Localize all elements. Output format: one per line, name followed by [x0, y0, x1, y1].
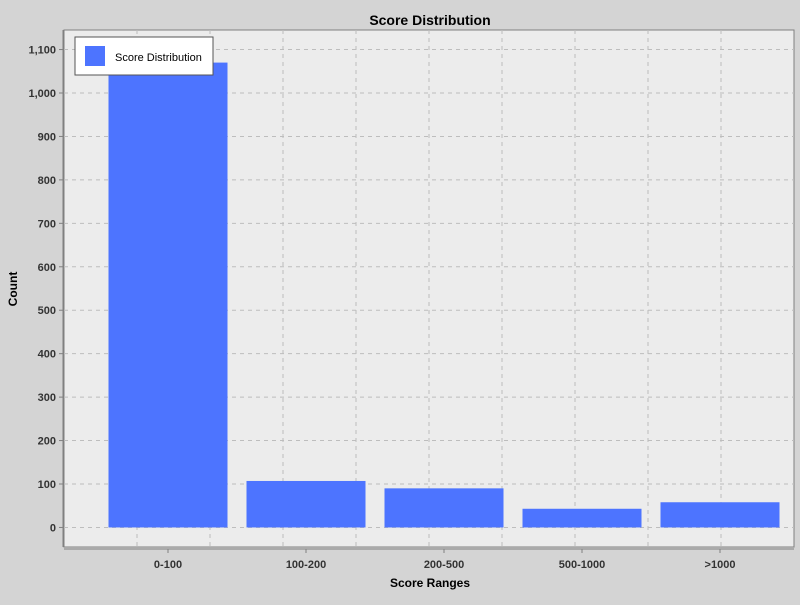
y-axis-ticks: 0 100 200 300 400 500 600 700 800 900 1,000 1,100 — [28, 45, 63, 534]
legend-label: Score Distribution — [115, 52, 202, 64]
bar — [108, 62, 228, 528]
x-tick-label: 0-100 — [154, 559, 182, 571]
bars — [108, 62, 780, 528]
x-tick-label: >1000 — [705, 559, 736, 571]
bar — [246, 480, 366, 528]
bar — [522, 508, 642, 528]
y-tick-label: 300 — [38, 392, 56, 404]
legend-swatch — [85, 46, 105, 66]
x-tick-label: 100-200 — [286, 559, 326, 571]
x-tick-label: 200-500 — [424, 559, 464, 571]
y-tick-label: 700 — [38, 218, 56, 230]
y-tick-label: 400 — [38, 349, 56, 361]
y-tick-label: 600 — [38, 262, 56, 274]
x-axis-label: Score Ranges — [390, 576, 470, 590]
y-tick-label: 500 — [38, 305, 56, 317]
y-tick-label: 200 — [38, 436, 56, 448]
y-tick-label: 900 — [38, 131, 56, 143]
y-axis-label: Count — [6, 272, 20, 307]
y-tick-label: 0 — [50, 522, 56, 534]
x-tick-label: 500-1000 — [559, 559, 606, 571]
bar — [660, 502, 780, 528]
y-tick-label: 800 — [38, 175, 56, 187]
chart-title: Score Distribution — [369, 12, 490, 28]
x-axis-ticks: 0-100 100-200 200-500 500-1000 >1000 — [154, 549, 736, 571]
y-tick-label: 1,000 — [28, 88, 56, 100]
bar — [384, 488, 504, 528]
legend: Score Distribution — [74, 36, 214, 76]
y-tick-label: 1,100 — [28, 45, 56, 57]
y-tick-label: 100 — [38, 479, 56, 491]
